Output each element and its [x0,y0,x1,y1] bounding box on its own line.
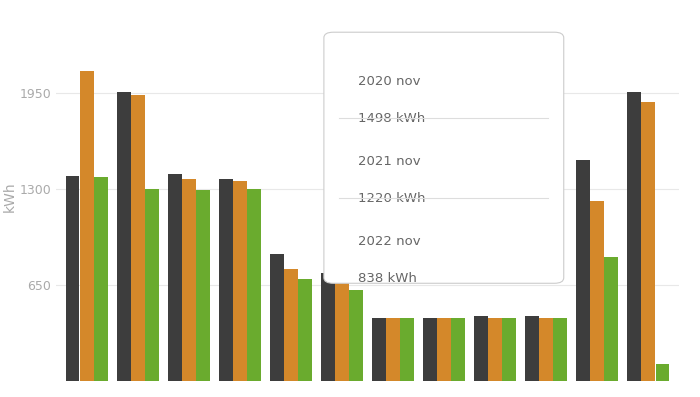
Bar [321,273,335,381]
Y-axis label: kWh: kWh [3,181,17,212]
Bar [372,318,386,381]
Text: 2020 nov: 2020 nov [358,75,421,88]
Bar [270,254,284,381]
Bar [196,190,210,381]
Bar [168,174,181,381]
Text: 2022 nov: 2022 nov [358,235,421,248]
Bar [438,318,451,381]
Bar [298,279,312,381]
Bar [489,318,502,381]
Bar [284,269,298,381]
Bar [539,318,553,381]
Bar [349,289,363,381]
Text: 1220 kWh: 1220 kWh [358,192,426,204]
Bar [655,364,669,381]
Bar [576,160,590,381]
Bar [335,276,349,381]
Text: 838 kWh: 838 kWh [358,272,417,285]
Text: 2021 nov: 2021 nov [358,155,421,168]
Bar [233,181,246,381]
Bar [145,189,159,381]
FancyBboxPatch shape [324,32,564,283]
Bar [117,92,131,381]
Bar [452,318,465,381]
Bar [525,316,539,381]
Bar [604,257,618,381]
Bar [627,92,641,381]
Text: 1498 kWh: 1498 kWh [358,112,426,125]
Bar [590,201,604,381]
Bar [131,94,145,381]
Bar [554,318,567,381]
Bar [247,189,261,381]
Bar [400,318,414,381]
Bar [80,71,94,381]
Bar [219,179,232,381]
Bar [641,102,655,381]
Bar [386,318,400,381]
Bar [424,318,437,381]
Bar [503,318,516,381]
Bar [66,176,80,381]
Bar [94,177,108,381]
Bar [182,179,196,381]
Bar [474,316,488,381]
